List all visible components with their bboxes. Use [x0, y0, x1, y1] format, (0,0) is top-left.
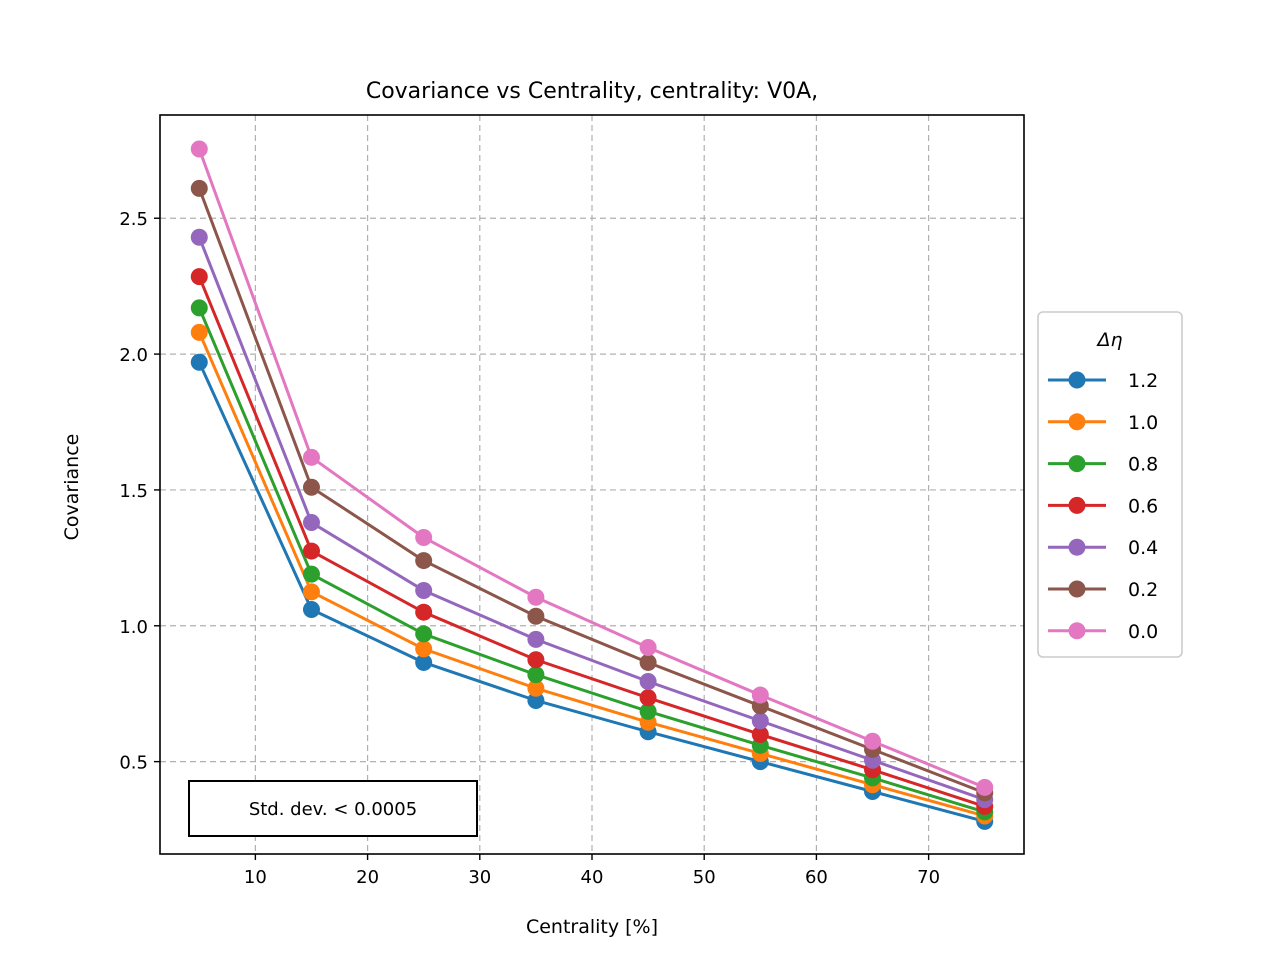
data-point-1.0	[302, 583, 320, 601]
data-point-0.8	[527, 666, 545, 684]
x-tick-label: 50	[693, 867, 716, 888]
legend-label-0.2: 0.2	[1128, 579, 1158, 601]
legend-frame	[1037, 311, 1183, 658]
data-point-0.0	[976, 778, 994, 796]
data-point-0.8	[415, 625, 433, 643]
y-tick-label: 2.0	[119, 345, 148, 366]
data-point-0.4	[302, 514, 320, 532]
series-line-0.8	[197, 307, 986, 814]
series-line-0.0	[197, 148, 986, 789]
data-point-0.6	[751, 725, 769, 743]
x-tick-label: 70	[917, 867, 940, 888]
x-axis-label: Centrality [%]	[526, 916, 658, 938]
series-line-0.4	[197, 236, 986, 802]
legend-marker-1.0	[1068, 413, 1086, 431]
data-point-0.0	[527, 588, 545, 606]
legend-label-1.0: 1.0	[1128, 412, 1158, 434]
data-point-0.4	[639, 672, 657, 690]
data-point-0.8	[639, 702, 657, 720]
data-point-0.2	[302, 478, 320, 496]
series-lines	[197, 148, 986, 823]
data-point-0.4	[751, 712, 769, 730]
y-tick-label: 1.0	[119, 617, 148, 638]
data-point-0.6	[527, 651, 545, 669]
data-point-0.8	[302, 565, 320, 583]
y-tick-label: 2.5	[119, 209, 148, 230]
annotation-frame	[188, 780, 478, 837]
data-point-0.2	[527, 607, 545, 625]
data-point-0.2	[190, 179, 208, 197]
x-tick-label: 20	[356, 867, 379, 888]
chart-title: Covariance vs Centrality, centrality: V0…	[366, 79, 818, 104]
data-point-0.4	[190, 228, 208, 246]
x-tick-label: 30	[468, 867, 491, 888]
data-point-0.0	[751, 686, 769, 704]
data-point-0.0	[639, 639, 657, 657]
data-point-0.4	[527, 630, 545, 648]
data-point-1.2	[527, 691, 545, 709]
series-line-0.2	[197, 187, 986, 795]
data-point-1.2	[302, 600, 320, 618]
data-point-0.0	[415, 528, 433, 546]
legend-label-1.2: 1.2	[1128, 370, 1158, 392]
grid-lines	[160, 115, 1024, 854]
legend-marker-1.2	[1068, 371, 1086, 389]
legend-marker-0.6	[1068, 496, 1086, 514]
x-tick-label: 40	[581, 867, 604, 888]
data-point-0.2	[639, 653, 657, 671]
data-point-0.6	[415, 603, 433, 621]
series-line-1.2	[197, 361, 986, 823]
data-point-0.8	[190, 299, 208, 317]
legend-label-0.4: 0.4	[1128, 537, 1158, 559]
y-axis-ticks: 0.5 1.0 1.5 2.0 2.5	[119, 209, 160, 774]
x-tick-label: 10	[244, 867, 267, 888]
series-points	[190, 140, 994, 830]
y-tick-label: 1.5	[119, 481, 148, 502]
legend-label-0.0: 0.0	[1128, 621, 1158, 643]
legend-label-0.8: 0.8	[1128, 454, 1158, 476]
y-tick-label: 0.5	[119, 753, 148, 774]
x-tick-label: 60	[805, 867, 828, 888]
data-point-0.6	[639, 689, 657, 707]
legend-marker-0.0	[1068, 622, 1086, 640]
data-point-0.0	[864, 732, 882, 750]
legend-marker-0.2	[1068, 580, 1086, 598]
legend-items: 1.2 1.0 0.8 0.6 0.4 0.2 0.0	[1048, 370, 1158, 643]
data-point-0.4	[415, 581, 433, 599]
data-point-0.0	[190, 140, 208, 158]
data-point-0.6	[302, 542, 320, 560]
legend-marker-0.4	[1068, 538, 1086, 556]
data-point-0.2	[415, 552, 433, 570]
data-point-1.0	[415, 640, 433, 658]
data-point-1.2	[415, 653, 433, 671]
x-axis-ticks: 10 20 30 40 50 60 70	[244, 854, 940, 888]
data-point-0.6	[190, 268, 208, 286]
legend-title: Δη	[1095, 329, 1122, 351]
y-axis-label: Covariance	[61, 434, 83, 541]
data-point-1.2	[190, 353, 208, 371]
data-point-1.0	[527, 679, 545, 697]
legend-marker-0.8	[1068, 455, 1086, 473]
legend-label-0.6: 0.6	[1128, 495, 1158, 517]
series-line-0.6	[197, 276, 986, 808]
data-point-1.0	[190, 323, 208, 341]
annotation-text: Std. dev. < 0.0005	[249, 799, 417, 820]
series-line-1.0	[197, 331, 986, 818]
annotation-box: Std. dev. < 0.0005	[188, 780, 478, 837]
data-point-0.0	[302, 448, 320, 466]
legend: Δη 1.2 1.0 0.8 0.6 0.4 0.2 0.0	[1037, 311, 1183, 658]
